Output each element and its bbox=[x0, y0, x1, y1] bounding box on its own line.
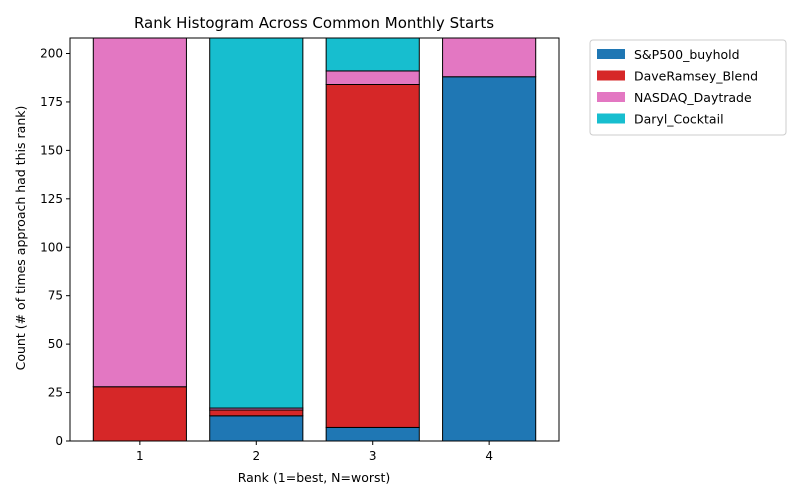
bars bbox=[92, 38, 537, 441]
bar-s-p500-buyhold-rank-4 bbox=[442, 76, 537, 441]
bar-s-p500-buyhold-rank-2 bbox=[209, 415, 304, 441]
x-tick-label: 1 bbox=[136, 449, 144, 463]
y-tick-label: 50 bbox=[48, 337, 63, 351]
legend-label: NASDAQ_Daytrade bbox=[634, 90, 752, 105]
x-tick-label: 4 bbox=[485, 449, 493, 463]
y-tick-label: 150 bbox=[40, 143, 63, 157]
x-tick-label: 2 bbox=[252, 449, 260, 463]
bar-daveramsey-blend-rank-1 bbox=[92, 386, 187, 441]
bar-daryl-cocktail-rank-3 bbox=[325, 38, 420, 72]
bar-daveramsey-blend-rank-3 bbox=[325, 84, 420, 428]
legend-box bbox=[589, 39, 787, 136]
bar-daryl-cocktail-rank-2 bbox=[209, 38, 304, 409]
legend-swatch bbox=[597, 113, 625, 124]
x-axis-label: Rank (1=best, N=worst) bbox=[238, 470, 391, 485]
legend-swatch bbox=[597, 92, 625, 102]
bar-daveramsey-blend-rank-2 bbox=[209, 409, 304, 417]
y-tick-label: 75 bbox=[48, 289, 63, 303]
legend-swatch bbox=[597, 70, 625, 81]
y-tick-label: 125 bbox=[40, 192, 63, 206]
bar-nasdaq-daytrade-rank-3 bbox=[325, 70, 420, 85]
bar-nasdaq-daytrade-rank-4 bbox=[442, 38, 537, 78]
x-tick-label: 3 bbox=[369, 449, 377, 463]
plot-area: 0 25 50 75 100 125 150 175 200 1 2 3 4 bbox=[40, 37, 560, 463]
y-tick-label: 100 bbox=[40, 240, 63, 254]
y-tick-label: 0 bbox=[55, 434, 63, 448]
y-axis-label: Count (# of times approach had this rank… bbox=[13, 106, 28, 371]
bar-s-p500-buyhold-rank-3 bbox=[325, 426, 420, 441]
y-tick-label: 25 bbox=[48, 386, 63, 400]
legend-label: S&P500_buyhold bbox=[634, 47, 740, 62]
y-tick-label: 175 bbox=[40, 95, 63, 109]
legend-swatch bbox=[597, 49, 625, 59]
bar-nasdaq-daytrade-rank-1 bbox=[92, 38, 187, 388]
chart-title: Rank Histogram Across Common Monthly Sta… bbox=[134, 14, 494, 32]
axes-frame bbox=[69, 37, 560, 442]
y-tick-label: 200 bbox=[40, 47, 63, 61]
legend: S&P500_buyhold DaveRamsey_Blend NASDAQ_Day… bbox=[589, 39, 787, 136]
legend-label: DaveRamsey_Blend bbox=[634, 69, 758, 84]
legend-label: Daryl_Cocktail bbox=[634, 112, 724, 127]
